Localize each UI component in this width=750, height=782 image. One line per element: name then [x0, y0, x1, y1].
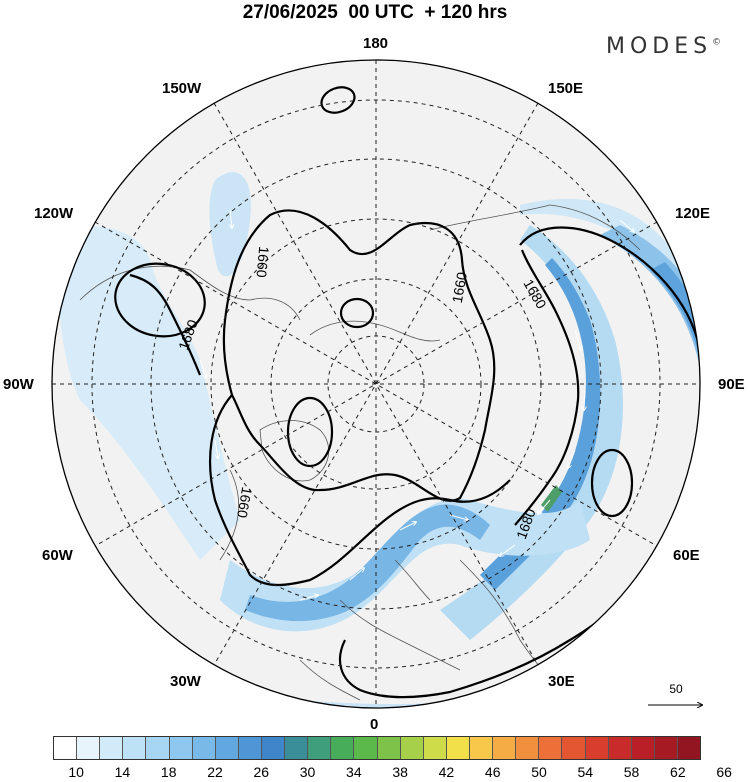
- contour-label: 1660: [234, 486, 255, 520]
- colorbar: [53, 736, 701, 760]
- label-lon-30w: 30W: [170, 673, 201, 690]
- colorbar-segment: [77, 737, 101, 759]
- label-lon-30e: 30E: [548, 673, 575, 690]
- colorbar-tick-label: 34: [346, 764, 362, 780]
- colorbar-segment: [654, 737, 678, 759]
- colorbar-segment: [446, 737, 470, 759]
- colorbar-segment: [423, 737, 447, 759]
- colorbar-segment: [493, 737, 517, 759]
- colorbar-segment: [400, 737, 424, 759]
- contour-1680-west: [129, 273, 202, 376]
- colorbar-tick-label: 38: [392, 764, 408, 780]
- label-lon-60w: 60W: [42, 547, 73, 564]
- colorbar-segment: [377, 737, 401, 759]
- map-outline: [51, 59, 701, 709]
- label-lon-90e: 90E: [718, 376, 745, 393]
- colorbar-segment: [54, 737, 78, 759]
- brand-mark: ©: [712, 37, 722, 48]
- colorbar-segment: [169, 737, 193, 759]
- colorbar-tick-label: 62: [670, 764, 686, 780]
- label-lon-150w: 150W: [162, 80, 202, 97]
- colorbar-segment: [285, 737, 309, 759]
- colorbar-tick-label: 58: [623, 764, 640, 780]
- contour-low-east: [590, 448, 634, 518]
- jet-south-core: [245, 504, 490, 622]
- colorbar-tick-label: 14: [114, 764, 131, 780]
- colorbar-tick-label: 10: [68, 764, 84, 780]
- label-lon-0: 0: [370, 716, 379, 733]
- colorbar-segment: [608, 737, 632, 759]
- colorbar-ticks: 10141822263034384246505458626670: [53, 764, 732, 782]
- contour-low-aleutian: [320, 86, 356, 114]
- colorbar-segment: [123, 737, 147, 759]
- colorbar-tick-label: 30: [299, 764, 316, 780]
- label-lon-180: 180: [363, 35, 389, 52]
- colorbar-tick-label: 50: [531, 764, 547, 780]
- label-lon-90w: 90W: [3, 376, 34, 393]
- colorbar-segment: [261, 737, 286, 759]
- contour-high-west: [114, 262, 206, 338]
- colorbar-segment: [100, 737, 124, 759]
- colorbar-tick-label: 54: [577, 764, 594, 780]
- colorbar-segment: [469, 737, 494, 759]
- colorbar-segment: [677, 737, 701, 759]
- label-lon-150e: 150E: [548, 80, 584, 97]
- label-lon-120w: 120W: [34, 205, 74, 222]
- brand-name: MODES: [606, 34, 713, 59]
- colorbar-segment: [539, 737, 563, 759]
- colorbar-segment: [585, 737, 609, 759]
- contour-low-pole: [339, 297, 375, 329]
- colorbar-tick-label: 42: [438, 764, 455, 780]
- map-title: 27/06/2025 00 UTC + 120 hrs: [242, 2, 508, 23]
- wind-scale-label: 50: [669, 682, 683, 696]
- colorbar-tick-label: 66: [716, 764, 732, 780]
- colorbar-tick-label: 22: [207, 764, 223, 780]
- contour-main: [222, 209, 496, 502]
- colorbar-segment: [516, 737, 540, 759]
- graticule: [52, 60, 700, 708]
- label-lon-60e: 60E: [673, 547, 700, 564]
- colorbar-segment: [238, 737, 262, 759]
- colorbar-tick-label: 26: [253, 764, 270, 780]
- contour-label: 1660: [253, 246, 272, 279]
- contour-1660-south: [209, 394, 511, 587]
- jet-west-patch: [58, 226, 241, 560]
- jet-inner-core: [480, 258, 601, 590]
- colorbar-segment: [331, 737, 355, 759]
- colorbar-segment: [562, 737, 586, 759]
- contour-label: 1660: [449, 271, 470, 305]
- colorbar-tick-label: 18: [160, 764, 177, 780]
- colorbar-segment: [631, 737, 655, 759]
- contour-1680-inner: [514, 249, 580, 526]
- colorbar-tick-label: 46: [484, 764, 501, 780]
- colorbar-segment: [146, 737, 170, 759]
- jet-south-outer: [220, 498, 590, 632]
- wind-scale: 50: [646, 682, 706, 712]
- colorbar-segment: [192, 737, 216, 759]
- jet-max: [541, 485, 562, 512]
- colorbar-segment: [215, 737, 239, 759]
- label-lon-120e: 120E: [675, 205, 711, 222]
- brand-logo: MODES©: [606, 34, 721, 59]
- colorbar-segment: [308, 737, 332, 759]
- colorbar-segment: [354, 737, 378, 759]
